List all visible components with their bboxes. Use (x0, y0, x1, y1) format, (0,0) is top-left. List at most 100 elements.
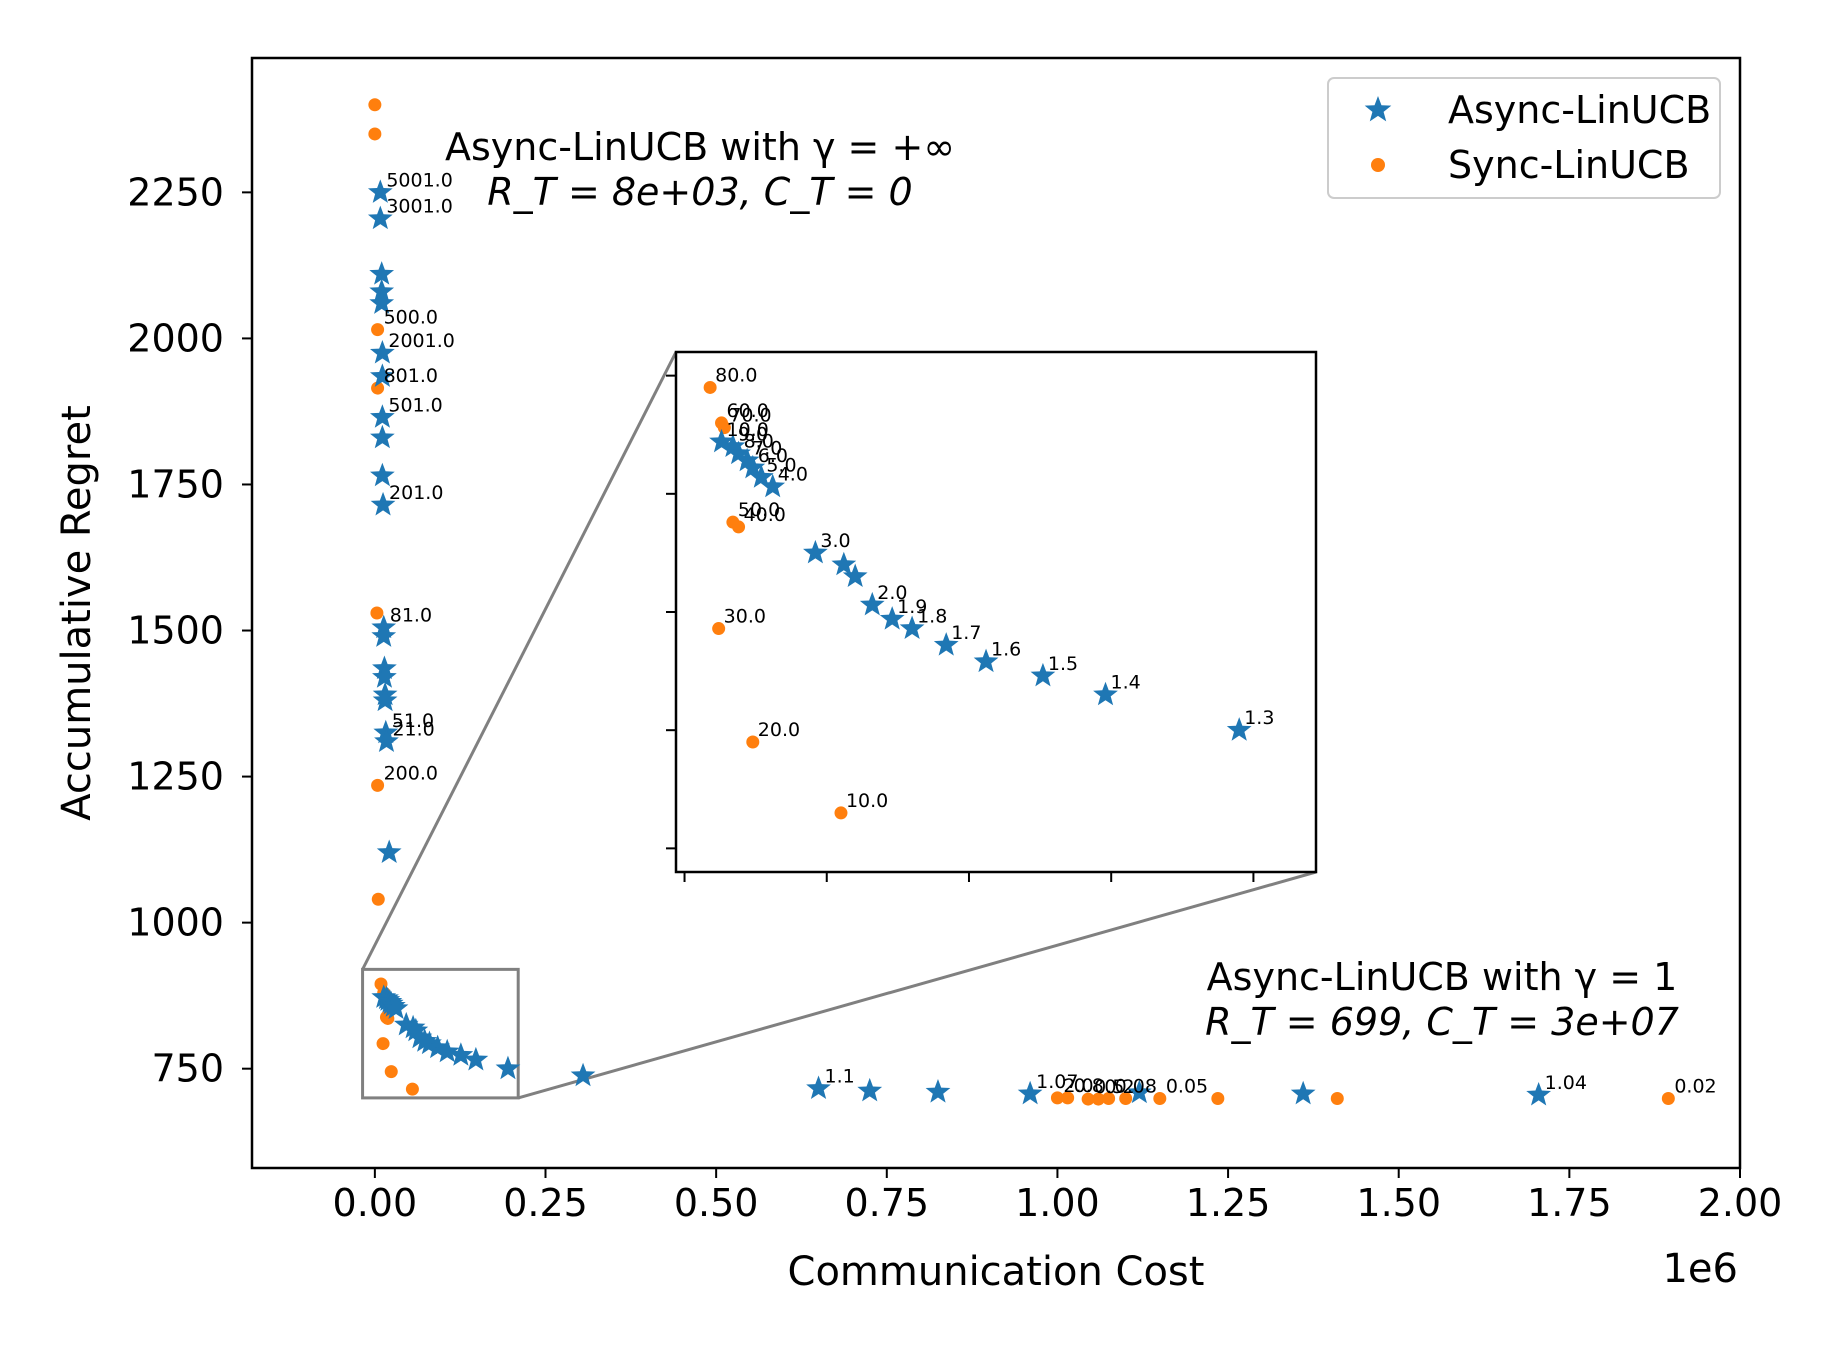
x-tick-label: 1.00 (1015, 1181, 1100, 1225)
inset-point-label: 20.0 (758, 719, 800, 741)
y-tick-label: 1250 (127, 755, 224, 799)
point-label: 501.0 (388, 394, 442, 416)
point-label: 5001.0 (386, 169, 452, 191)
inset-async-linucb-point (726, 440, 751, 465)
inset-async-linucb-point (740, 454, 766, 479)
point-label: 51.0 (392, 710, 434, 732)
async-linucb-point (425, 1034, 451, 1059)
sync-linucb-point (376, 1037, 390, 1051)
point-label: 0.02 (1674, 1075, 1716, 1097)
inset-point-label: 1.7 (951, 622, 981, 644)
inset-plot: 80.060.070.050.040.030.020.010.010.09.08… (666, 350, 1318, 882)
x-tick-label: 2.00 (1698, 1181, 1783, 1225)
async-linucb-point (1126, 1079, 1152, 1104)
y-tick-label: 1750 (127, 462, 224, 506)
sync-linucb-point (1211, 1091, 1225, 1105)
inset-point-label: 1.5 (1048, 653, 1078, 675)
async-linucb-point (370, 491, 396, 516)
point-label: 81.0 (390, 605, 432, 627)
async-linucb-point (1290, 1080, 1316, 1105)
point-label: 3001.0 (386, 196, 452, 218)
async-linucb-point (383, 995, 409, 1020)
y-tick-label: 2000 (127, 316, 224, 360)
async-linucb-point (434, 1038, 460, 1063)
sync-linucb-point (371, 778, 385, 792)
top-annotation-line1: Async-LinUCB with γ = +∞ (445, 125, 955, 169)
sync-linucb-point (368, 98, 382, 112)
point-label: 0.08 (1115, 1075, 1157, 1097)
inset-async-linucb-point (879, 606, 905, 630)
async-linucb-point (369, 261, 395, 285)
inset-sync-linucb-point (732, 520, 746, 534)
async-linucb-point (367, 179, 393, 203)
y-tick-label: 750 (151, 1047, 224, 1091)
inset-frame (674, 350, 1318, 874)
async-linucb-point (370, 340, 395, 364)
async-linucb-point (417, 1030, 442, 1055)
inset-point-label: 1.8 (917, 606, 947, 628)
sync-linucb-point (1091, 1092, 1105, 1106)
inset-point-label: 4.0 (778, 464, 808, 486)
inset-async-linucb-point (933, 632, 959, 656)
point-label: 500.0 (384, 307, 438, 329)
inset-async-linucb-point (899, 615, 925, 640)
point-label: 0.2 (1104, 1076, 1134, 1098)
point-label: 201.0 (389, 482, 443, 504)
inset-async-linucb-point (831, 551, 857, 576)
inset-async-linucb-point (734, 447, 760, 472)
point-label: 0.05 (1166, 1075, 1208, 1097)
inset-async-linucb-point (748, 464, 774, 488)
zoom-connector (517, 870, 1317, 1100)
point-label: 2.0 (1063, 1075, 1093, 1097)
inset-async-linucb-point (760, 473, 786, 498)
x-axis-ticks: 0.00 0.25 0.50 0.75 1.00 1.25 1.50 1.75 2.00 (333, 1168, 1783, 1225)
x-tick-label: 0.25 (503, 1181, 588, 1225)
sync-linucb-point (1153, 1091, 1167, 1105)
inset-point-label: 10.0 (846, 790, 888, 812)
async-linucb-point (1017, 1080, 1043, 1105)
y-axis-ticks: 750 1000 1250 1500 1750 2000 2250 (127, 170, 252, 1091)
main-plot-frame (250, 56, 1742, 1170)
point-label: 200.0 (384, 762, 438, 784)
async-linucb-point (372, 687, 398, 712)
inset-point-label: 1.3 (1244, 707, 1274, 729)
async-linucb-point (463, 1046, 489, 1071)
async-linucb-point (1526, 1081, 1552, 1106)
inset-point-label: 70.0 (729, 405, 771, 427)
async-linucb-point (370, 363, 395, 387)
inset-point-label: 60.0 (727, 400, 769, 422)
inset-point-label: 10.0 (727, 419, 769, 441)
point-label: 801.0 (384, 365, 438, 387)
sync-linucb-point (368, 127, 382, 141)
inset-point-label: 1.4 (1111, 672, 1141, 694)
x-axis-label: Communication Cost (788, 1249, 1205, 1295)
legend-marker-star (1364, 96, 1392, 122)
x-tick-label: 0.50 (674, 1181, 759, 1225)
sync-linucb-point (1102, 1091, 1116, 1105)
async-linucb-point (369, 290, 395, 314)
point-label: 21.0 (392, 719, 434, 741)
sync-linucb-point (1119, 1091, 1133, 1105)
async-linucb-point (570, 1062, 596, 1087)
async-linucb-point (370, 424, 395, 449)
inset-ticks (666, 374, 1255, 882)
async-linucb-point (370, 462, 395, 487)
zoom-connector (361, 351, 678, 971)
legend-marker-circle (1371, 158, 1385, 172)
inset-async-linucb-point (842, 563, 868, 588)
sync-linucb-point (1661, 1091, 1675, 1105)
sync-linucb-point (405, 1082, 419, 1096)
y-tick-label: 1500 (127, 609, 224, 653)
async-linucb-point (857, 1077, 883, 1102)
main-scatter-points (367, 98, 1675, 1106)
inset-scatter-points (703, 380, 1252, 820)
inset-point-label: 9.0 (738, 424, 768, 446)
async-linucb-point (403, 1017, 429, 1042)
async-linucb-point (376, 839, 402, 864)
async-linucb-point (495, 1055, 521, 1080)
inset-async-linucb-point (803, 539, 828, 564)
bottom-annotation-line1: Async-LinUCB with γ = 1 (1207, 955, 1678, 999)
legend: Async-LinUCB Sync-LinUCB (1327, 77, 1721, 199)
